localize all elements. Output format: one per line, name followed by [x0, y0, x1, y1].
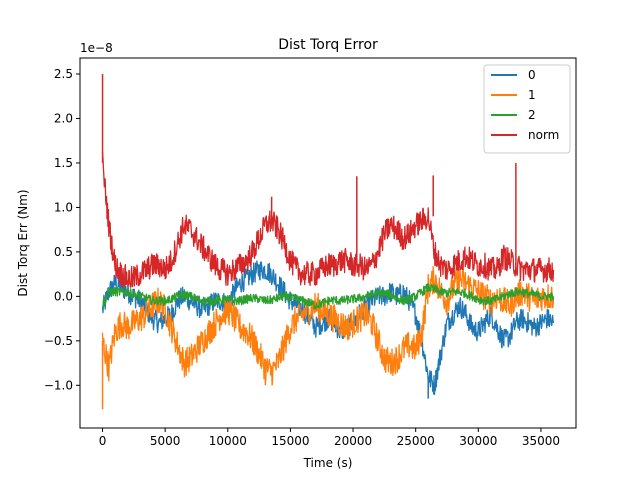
series-layer: [101, 74, 555, 410]
x-axis: 0 5000 10000 15000 20000 25000 30000 35000: [99, 428, 560, 448]
y-scale-label: 1e−8: [80, 41, 113, 55]
series-line-0: [101, 260, 555, 395]
legend-box: [483, 64, 571, 154]
series-line-1: [101, 266, 555, 386]
x-tick-label: 0: [99, 434, 107, 448]
y-tick-label: 2.0: [54, 111, 73, 125]
legend-label-0: 0: [528, 68, 536, 82]
x-tick-label: 20000: [334, 434, 372, 448]
chart-title: Dist Torq Error: [278, 37, 378, 53]
y-tick-label: 0.0: [54, 289, 73, 303]
legend: 0 1 2 norm: [483, 64, 571, 154]
legend-label-2: 2: [528, 108, 536, 122]
y-axis-label: Dist Torq Err (Nm): [16, 189, 30, 296]
y-tick-label: −0.5: [44, 334, 73, 348]
y-tick-label: 1.0: [54, 200, 73, 214]
y-tick-label: 1.5: [54, 156, 73, 170]
series-line-norm: [101, 151, 555, 288]
x-tick-label: 15000: [271, 434, 309, 448]
x-tick-label: 30000: [459, 434, 497, 448]
y-tick-label: −1.0: [44, 378, 73, 392]
legend-label-1: 1: [528, 88, 536, 102]
x-axis-label: Time (s): [303, 456, 353, 470]
y-axis: −1.0 −0.5 0.0 0.5 1.0 1.5 2.0 2.5: [44, 67, 80, 392]
plot-area: [79, 57, 577, 429]
axes-frame: [79, 57, 577, 429]
y-tick-label: 2.5: [54, 67, 73, 81]
x-tick-label: 35000: [522, 434, 560, 448]
legend-label-norm: norm: [528, 128, 559, 142]
x-tick-label: 5000: [150, 434, 181, 448]
x-tick-label: 10000: [209, 434, 247, 448]
series-line-2: [101, 283, 555, 310]
x-tick-label: 25000: [397, 434, 435, 448]
y-tick-label: 0.5: [54, 245, 73, 259]
